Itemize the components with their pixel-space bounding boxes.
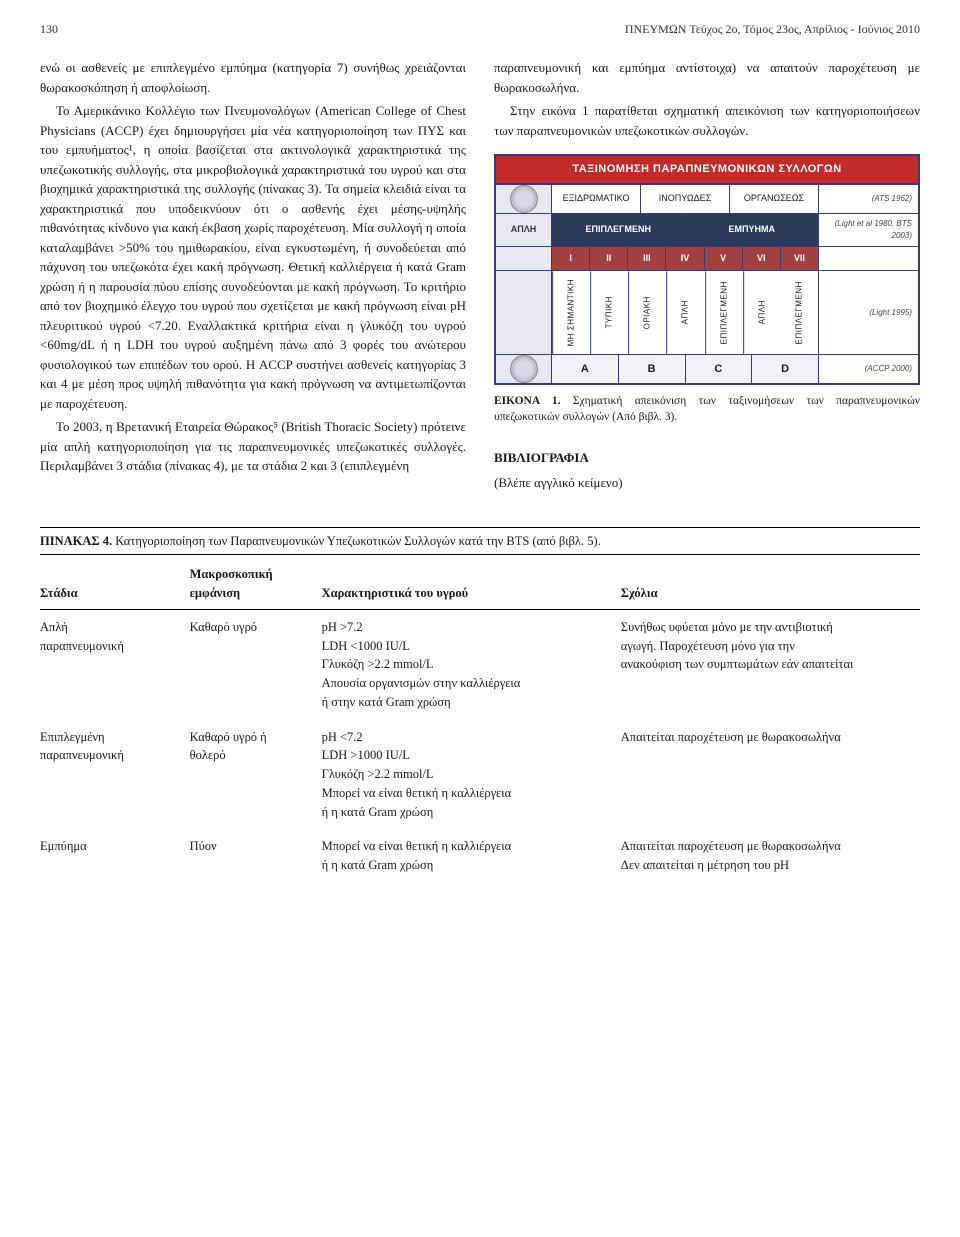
chart-cell: ΕΠΙΠΛΕΓΜΕΝΗ	[552, 214, 686, 246]
chart-row-bts: ΑΠΛΗ ΕΠΙΠΛΕΓΜΕΝΗ ΕΜΠΥΗΜΑ (Light et al 19…	[496, 214, 918, 247]
table-row: Εμπύημα Πύον Μπορεί να είναι θετική η κα…	[40, 829, 920, 883]
figure-1: ΤΑΞΙΝΟΜΗΣΗ ΠΑΡΑΠΝΕΥΜΟΝΙΚΩΝ ΣΥΛΛΟΓΩΝ ΕΞΙΔ…	[494, 154, 920, 426]
chart-cell: III	[628, 247, 666, 271]
chart-cell: ΤΥΠΙΚΗ	[590, 271, 628, 354]
chart-cell: II	[590, 247, 628, 271]
figure-caption: ΕΙΚΟΝΑ 1. Σχηματική απεικόνιση των ταξιν…	[494, 393, 920, 425]
left-column: ενώ οι ασθενείς με επιπλεγμένο εμπύημα (…	[40, 58, 466, 497]
table-header: Σχόλια	[621, 561, 920, 609]
chart-cell: ΕΠΙΠΛΕΓΜΕΝΗ	[781, 271, 818, 354]
table-cell: Μπορεί να είναι θετική η καλλιέργειαή η …	[322, 829, 621, 883]
table-header-row: Στάδια Μακροσκοπικήεμφάνιση Χαρακτηριστι…	[40, 561, 920, 609]
chart-cell: VI	[743, 247, 781, 271]
chart-cell: D	[752, 355, 818, 383]
page-header: 130 ΠΝΕΥΜΩΝ Τεύχος 2ο, Τόμος 23ος, Απρίλ…	[40, 20, 920, 38]
chart-cell: IV	[666, 247, 704, 271]
classification-chart: ΤΑΞΙΝΟΜΗΣΗ ΠΑΡΑΠΝΕΥΜΟΝΙΚΩΝ ΣΥΛΛΟΓΩΝ ΕΞΙΔ…	[494, 154, 920, 385]
table-cell: Εμπύημα	[40, 829, 190, 883]
chart-cell: ΜΗ ΣΗΜΑΝΤΙΚΗ	[552, 271, 590, 354]
chart-row-ats: ΕΞΙΔΡΩΜΑΤΙΚΟ ΙΝΟΠΥΩΔΕΣ ΟΡΓΑΝΩΣΕΩΣ (ATS 1…	[496, 185, 918, 214]
table-header: Χαρακτηριστικά του υγρού	[322, 561, 621, 609]
chart-cell: V	[705, 247, 743, 271]
chart-row-light: ΜΗ ΣΗΜΑΝΤΙΚΗ ΤΥΠΙΚΗ ΟΡΙΑΚΗ ΑΠΛΗ ΕΠΙΠΛΕΓΜ…	[496, 271, 918, 355]
chart-title: ΤΑΞΙΝΟΜΗΣΗ ΠΑΡΑΠΝΕΥΜΟΝΙΚΩΝ ΣΥΛΛΟΓΩΝ	[496, 156, 918, 185]
chart-cell: C	[686, 355, 753, 383]
body-paragraph: Το 2003, η Βρετανική Εταιρεία Θώρακος⁵ (…	[40, 417, 466, 476]
chart-ref: (ACCP 2000)	[818, 355, 918, 383]
bibliography-heading: ΒΙΒΛΙΟΓΡΑΦΙΑ	[494, 448, 920, 468]
table-cell: Πύον	[190, 829, 322, 883]
chart-cell: ΙΝΟΠΥΩΔΕΣ	[641, 185, 730, 213]
page-number: 130	[40, 20, 58, 38]
table-cell: Καθαρό υγρό ήθολερό	[190, 720, 322, 830]
table-title-rest: Κατηγοριοποίηση των Παραπνευμονικών Υπεζ…	[112, 534, 601, 548]
table-cell: Απλήπαραπνευμονική	[40, 609, 190, 719]
table-title-bold: ΠΙΝΑΚΑΣ 4.	[40, 534, 112, 548]
bts-table: Στάδια Μακροσκοπικήεμφάνιση Χαρακτηριστι…	[40, 561, 920, 883]
chart-cell: B	[619, 355, 686, 383]
chart-cell: ΟΡΙΑΚΗ	[628, 271, 666, 354]
body-paragraph: Στην εικόνα 1 παρατίθεται σχηματική απει…	[494, 101, 920, 140]
chart-cell: ΕΞΙΔΡΩΜΑΤΙΚΟ	[552, 185, 641, 213]
table-cell: Απαιτείται παροχέτευση με θωρακοσωλήνα	[621, 720, 920, 830]
chart-ref: (Light et al 1980, BTS 2003)	[818, 214, 918, 246]
chart-cell: ΑΠΛΗ	[743, 271, 781, 354]
row-label-empty	[496, 247, 552, 271]
table-cell: Επιπλεγμένηπαραπνευμονική	[40, 720, 190, 830]
chart-ref: (Light 1995)	[818, 271, 918, 354]
journal-line: ΠΝΕΥΜΩΝ Τεύχος 2ο, Τόμος 23ος, Απρίλιος …	[625, 20, 920, 38]
table-cell: pH >7.2LDH <1000 IU/LΓλυκόζη >2.2 mmol/L…	[322, 609, 621, 719]
row-seal-icon	[496, 185, 552, 213]
row-seal-icon	[496, 355, 552, 383]
table-cell: Καθαρό υγρό	[190, 609, 322, 719]
bibliography-text: (Βλέπε αγγλικό κείμενο)	[494, 473, 920, 493]
body-paragraph: παραπνευμονική και εμπύημα αντίστοιχα) ν…	[494, 58, 920, 97]
chart-cell: VII	[781, 247, 818, 271]
chart-cell: I	[552, 247, 590, 271]
table-header: Στάδια	[40, 561, 190, 609]
chart-row-accp: A B C D (ACCP 2000)	[496, 355, 918, 383]
row-label: ΑΠΛΗ	[496, 214, 552, 246]
chart-cell: ΟΡΓΑΝΩΣΕΩΣ	[730, 185, 818, 213]
table-cell: Απαιτείται παροχέτευση με θωρακοσωλήναΔε…	[621, 829, 920, 883]
chart-ref: (ATS 1962)	[818, 185, 918, 213]
table-row: Επιπλεγμένηπαραπνευμονική Καθαρό υγρό ήθ…	[40, 720, 920, 830]
chart-cell: A	[552, 355, 619, 383]
table-header: Μακροσκοπικήεμφάνιση	[190, 561, 322, 609]
right-column: παραπνευμονική και εμπύημα αντίστοιχα) ν…	[494, 58, 920, 497]
body-paragraph: ενώ οι ασθενείς με επιπλεγμένο εμπύημα (…	[40, 58, 466, 97]
table-cell: pH <7.2LDH >1000 IU/LΓλυκόζη >2.2 mmol/L…	[322, 720, 621, 830]
chart-cell: ΕΠΙΠΛΕΓΜΕΝΗ	[705, 271, 743, 354]
caption-label: ΕΙΚΟΝΑ 1.	[494, 395, 560, 407]
table-4: ΠΙΝΑΚΑΣ 4. Κατηγοριοποίηση των Παραπνευμ…	[40, 527, 920, 883]
table-title: ΠΙΝΑΚΑΣ 4. Κατηγοριοποίηση των Παραπνευμ…	[40, 527, 920, 556]
body-paragraph: Το Αμερικάνικο Κολλέγιο των Πνευμονολόγω…	[40, 101, 466, 413]
table-row: Απλήπαραπνευμονική Καθαρό υγρό pH >7.2LD…	[40, 609, 920, 719]
chart-cell: ΕΜΠΥΗΜΑ	[686, 214, 819, 246]
chart-cell: ΑΠΛΗ	[666, 271, 704, 354]
two-column-body: ενώ οι ασθενείς με επιπλεγμένο εμπύημα (…	[40, 58, 920, 497]
chart-row-roman: I II III IV V VI VII	[496, 247, 918, 272]
chart-ref	[818, 247, 918, 271]
table-cell: Συνήθως υφύεται μόνο με την αντιβιοτικήα…	[621, 609, 920, 719]
row-label-empty	[496, 271, 552, 354]
